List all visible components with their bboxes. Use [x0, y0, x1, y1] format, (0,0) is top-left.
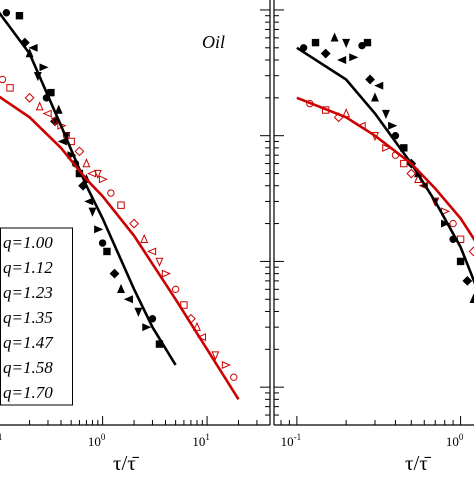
x-axis-label-left: τ/τ̄	[113, 451, 140, 474]
data-point	[371, 92, 379, 102]
fit-curve	[0, 11, 177, 366]
data-point	[381, 109, 390, 120]
data-point	[0, 75, 7, 84]
data-point	[311, 38, 320, 47]
data-point	[39, 63, 49, 72]
panel-right	[296, 32, 474, 312]
data-point	[94, 225, 104, 234]
data-point	[320, 48, 331, 59]
data-point	[117, 283, 125, 294]
data-point	[109, 268, 120, 279]
data-point	[221, 361, 231, 369]
series-red	[0, 75, 238, 381]
data-point	[103, 247, 111, 256]
data-point	[134, 307, 143, 317]
data-point	[28, 43, 38, 52]
x-tick-label: 101	[192, 432, 210, 449]
legend-entry: q=1.70	[3, 383, 53, 402]
panel-title-left: Oil	[202, 32, 225, 52]
data-point	[6, 84, 14, 92]
data-point	[123, 295, 133, 304]
legend-entry: q=1.23	[3, 283, 53, 302]
data-point	[51, 117, 59, 127]
data-point	[15, 12, 24, 20]
legend: q=1.00 q=1.12 q=1.23 q=1.35 q=1.47 q=1.5…	[0, 227, 73, 406]
x-tick-label: 10-1	[281, 432, 302, 449]
data-point	[456, 257, 465, 266]
plots-layer: 10-1 100 101 10-1 100	[0, 0, 474, 449]
data-point	[161, 269, 171, 278]
x-tick-label: 100	[446, 432, 464, 449]
data-point	[462, 275, 473, 286]
data-point	[140, 233, 149, 243]
legend-entry: q=1.58	[3, 358, 53, 377]
data-point	[406, 168, 417, 179]
fit-curve	[0, 95, 240, 400]
data-point	[93, 169, 102, 179]
data-point	[193, 321, 201, 331]
x-tick-label: 100	[88, 432, 106, 449]
data-point	[98, 239, 107, 247]
legend-entry: q=1.47	[3, 333, 54, 352]
data-point	[147, 247, 157, 256]
legend-entry: q=1.12	[3, 258, 53, 277]
data-point	[82, 158, 91, 168]
data-point	[2, 9, 11, 17]
legend-box	[0, 227, 73, 406]
data-point	[365, 74, 375, 85]
data-point	[388, 121, 398, 130]
data-point	[337, 56, 347, 64]
data-point	[171, 285, 180, 294]
data-point	[449, 219, 457, 228]
data-point	[142, 323, 152, 332]
data-point	[155, 257, 164, 267]
data-point	[374, 81, 384, 90]
data-point	[24, 92, 35, 103]
x-axis-label-right: τ/τ̄	[405, 451, 432, 474]
x-tick-label: 10-1	[0, 432, 2, 449]
data-point	[211, 351, 220, 361]
data-point	[107, 189, 115, 197]
data-point	[74, 146, 85, 157]
fit-curve	[296, 96, 474, 242]
data-point	[363, 38, 372, 47]
data-point	[117, 201, 125, 209]
panel-left	[0, 9, 240, 400]
data-point	[54, 104, 63, 114]
data-point	[349, 53, 359, 62]
fit-curve	[296, 46, 474, 285]
legend-entry: q=1.00	[3, 233, 53, 252]
data-point	[129, 218, 139, 229]
data-point	[230, 373, 238, 381]
data-point	[42, 109, 52, 118]
legend-entry: q=1.35	[3, 308, 53, 327]
data-point	[35, 101, 44, 111]
data-point	[400, 159, 408, 168]
data-point	[98, 175, 109, 184]
data-point	[88, 207, 97, 217]
data-point	[330, 32, 339, 42]
data-point	[382, 143, 392, 152]
data-point	[342, 38, 351, 49]
